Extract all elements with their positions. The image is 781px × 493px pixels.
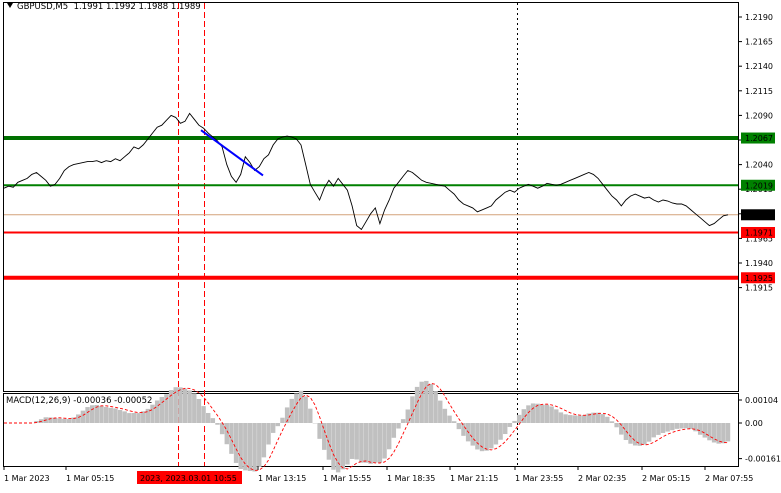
grid (178, 3, 518, 466)
price-axis[interactable]: 1.21901.21651.21401.21151.20901.20651.20… (738, 13, 773, 293)
price-tick-label: 1.2090 (745, 111, 773, 120)
price-line (3, 112, 729, 231)
price-tick-label: 1.1940 (745, 259, 773, 268)
macd-label: MACD(12,26,9) -0.00036 -0.00052 (6, 396, 153, 406)
time-tick-label: 2 Mar 07:55 (705, 474, 753, 483)
macd-axis: 0.00104 0.00 -0.00161 (738, 396, 781, 464)
price-series (3, 112, 729, 231)
time-tick-label: 1 Mar 15:55 (323, 474, 371, 483)
close-value: 1.1989 (170, 2, 201, 12)
time-tick-label: 1 Mar 13:15 (258, 474, 306, 483)
time-tick-label: 1 Mar 23:55 (515, 474, 563, 483)
macd-tick-label: 0.00104 (745, 396, 778, 405)
level-labels: 1.2067 1.2019 1.1989 1.1971 1.1925 (741, 132, 775, 284)
time-tick-label: 1 Mar 2023 (4, 474, 50, 483)
price-tick-label: 1.1965 (745, 234, 773, 243)
level-badge (741, 132, 775, 144)
level-badge-label: 1.2019 (745, 181, 773, 190)
crosshair-time-label: 2023, 2023.03.01 10:55 (140, 474, 237, 483)
level-badge (741, 226, 775, 238)
open-value: 1.1991 (73, 2, 104, 12)
time-tick-label: 1 Mar 05:15 (66, 474, 114, 483)
level-badge-label: 1.1925 (745, 274, 773, 283)
macd-pane-frame (3, 393, 739, 467)
high-value: 1.1992 (106, 2, 136, 12)
trend-line[interactable] (200, 129, 264, 177)
trend-line-segment[interactable] (200, 129, 264, 177)
price-tick-label: 1.2115 (745, 87, 773, 96)
price-tick-label: 1.2140 (745, 62, 773, 71)
dropdown-triangle-icon[interactable] (7, 3, 13, 8)
time-tick-label: 1 Mar 21:15 (450, 474, 498, 483)
price-levels (4, 136, 738, 280)
price-tick-label: 1.1915 (745, 284, 773, 293)
time-axis[interactable]: 1 Mar 2023 1 Mar 05:15 1 Mar 13:15 1 Mar 15… (3, 466, 753, 484)
price-tick-label: 1.2040 (745, 161, 773, 170)
macd-indicator (4, 380, 731, 473)
price-pane-frame (3, 2, 739, 392)
symbol-label: GBPUSD,M5 (17, 2, 69, 12)
level-badge-label: 1.1989 (745, 211, 773, 220)
macd-tick-label: -0.00161 (745, 455, 781, 464)
price-tick-label: 1.2165 (745, 38, 773, 47)
crosshair-time-badge (137, 471, 242, 484)
level-badge-label: 1.1971 (745, 229, 773, 238)
level-badge (741, 272, 775, 284)
low-value: 1.1988 (138, 2, 169, 12)
level-badge-label: 1.2067 (745, 134, 773, 143)
level-badge (741, 209, 775, 221)
price-tick-label: 1.2190 (745, 13, 773, 22)
time-tick-label: 2 Mar 05:15 (642, 474, 690, 483)
level-badge (741, 179, 775, 191)
time-tick-label: 2 Mar 02:35 (578, 474, 626, 483)
macd-signal-line (4, 382, 729, 471)
symbol-ohlc-header: GBPUSD,M5 1.1991 1.1992 1.1988 1.1989 (7, 2, 201, 12)
time-tick-label: 1 Mar 18:35 (387, 474, 435, 483)
macd-tick-label: 0.00 (745, 419, 763, 428)
